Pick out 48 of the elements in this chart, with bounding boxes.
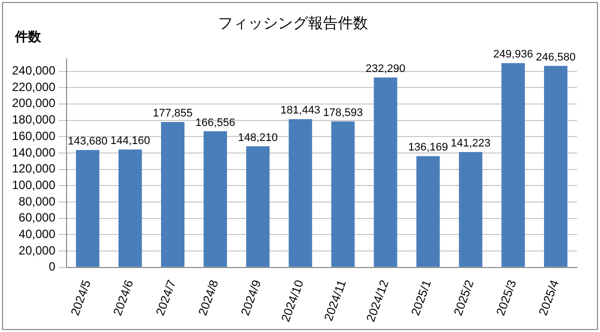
y-tick-label: 200,000 bbox=[12, 96, 56, 110]
bar bbox=[118, 150, 142, 267]
y-tick-label: 0 bbox=[48, 260, 56, 274]
y-tick-label: 100,000 bbox=[12, 178, 56, 192]
data-label: 136,169 bbox=[408, 142, 448, 154]
data-label: 148,210 bbox=[238, 132, 278, 144]
bar bbox=[246, 146, 270, 267]
bar bbox=[416, 156, 440, 267]
y-tick-label: 80,000 bbox=[18, 194, 56, 208]
y-tick-label: 240,000 bbox=[12, 64, 56, 78]
x-tick-label: 2025/4 bbox=[536, 278, 562, 318]
x-tick-label: 2024/9 bbox=[238, 278, 264, 318]
x-tick-label: 2024/6 bbox=[110, 278, 136, 318]
y-tick-label: 20,000 bbox=[18, 243, 56, 258]
data-label: 144,160 bbox=[110, 135, 150, 148]
y-axis-title: 件数 bbox=[14, 30, 42, 45]
data-label: 246,580 bbox=[536, 51, 576, 64]
y-tick-label: 140,000 bbox=[12, 145, 56, 160]
data-label: 181,443 bbox=[280, 104, 320, 117]
bar bbox=[161, 122, 184, 267]
x-tick-label: 2024/7 bbox=[152, 278, 179, 318]
x-tick-label: 2024/5 bbox=[68, 278, 94, 318]
bar bbox=[288, 119, 312, 267]
y-tick-label: 40,000 bbox=[18, 226, 56, 241]
x-tick-label: 2025/1 bbox=[408, 278, 434, 318]
chart-title: フィッシング報告件数 bbox=[218, 14, 368, 32]
x-tick-label: 2025/3 bbox=[493, 278, 520, 318]
x-tick-label: 2024/8 bbox=[196, 278, 222, 318]
bar bbox=[544, 66, 568, 267]
data-label: 166,556 bbox=[195, 116, 236, 129]
bar bbox=[76, 150, 100, 267]
data-label: 177,855 bbox=[152, 108, 193, 120]
bar bbox=[331, 121, 355, 267]
data-label: 249,936 bbox=[493, 48, 534, 61]
bar bbox=[458, 152, 482, 267]
x-tick-label: 2025/2 bbox=[450, 278, 477, 318]
data-label: 141,223 bbox=[450, 137, 491, 150]
data-label: 178,593 bbox=[323, 106, 363, 119]
y-tick-label: 120,000 bbox=[12, 162, 56, 176]
y-tick-label: 60,000 bbox=[18, 210, 56, 225]
data-label: 232,290 bbox=[366, 63, 406, 76]
bar bbox=[374, 78, 398, 267]
bar bbox=[204, 131, 228, 267]
bar bbox=[501, 63, 525, 267]
y-tick-label: 160,000 bbox=[12, 128, 56, 143]
y-tick-label: 180,000 bbox=[12, 112, 56, 127]
y-tick-label: 220,000 bbox=[12, 80, 56, 94]
data-label: 143,680 bbox=[68, 135, 108, 148]
